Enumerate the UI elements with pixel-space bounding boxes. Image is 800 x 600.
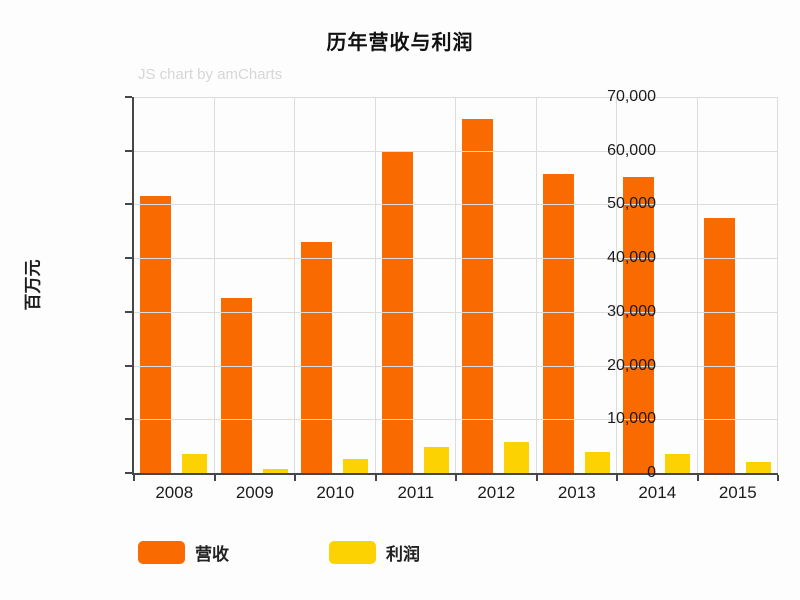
x-axis-tick [213,475,216,481]
y-tick-label: 0 [647,464,656,481]
legend-item-profit[interactable]: 利润 [329,540,420,565]
category-column-2009 [215,97,295,473]
profit-bar-2011[interactable] [423,447,449,473]
y-tick-label: 20,000 [607,356,656,374]
y-tick-label: 60,000 [607,141,656,159]
profit-bar-2014[interactable] [665,453,691,473]
x-axis-tick [455,475,457,481]
revenue-bar-2014[interactable] [623,177,655,473]
x-label-2013: 2013 [557,483,596,502]
category-column-2013 [537,97,617,473]
x-axis-tick [133,475,135,481]
revenue-bar-2010[interactable] [301,242,333,473]
y-tick-label: 10,000 [607,410,656,428]
revenue-bar-2013[interactable] [542,173,574,473]
revenue-bar-2015[interactable] [703,217,735,473]
gridline-horizontal [134,150,778,152]
y-axis-tick [125,149,132,152]
category-column-2010 [295,97,376,473]
gridline-horizontal [134,97,778,98]
y-axis-tick [125,203,132,206]
legend-label-revenue: 营收 [195,545,229,564]
y-axis-title: 百万元 [23,259,43,311]
y-tick-label: 30,000 [607,302,656,320]
revenue-swatch-icon [138,541,185,564]
category-column-2014 [617,97,698,473]
y-axis-tick [125,364,132,367]
chart-title: 历年营收与利润 [326,32,474,54]
profit-bar-2008[interactable] [182,454,208,473]
legend: 营收 利润 [138,540,420,565]
x-axis-tick [777,475,779,481]
category-column-2011 [376,97,456,473]
plot-area [125,96,778,475]
x-label-2011: 2011 [397,483,435,502]
x-label-2008: 2008 [155,483,194,502]
profit-bar-2010[interactable] [343,459,369,473]
profit-bar-2013[interactable] [584,451,610,473]
y-tick-label: 40,000 [607,249,656,267]
x-axis-labels: 2008 2009 2010 2011 2012 2013 2014 2015 [134,483,778,503]
x-axis-tick [535,475,538,481]
y-axis-tick [125,257,132,260]
legend-label-profit: 利润 [386,545,420,564]
gridline-horizontal [134,311,778,313]
revenue-bar-2008[interactable] [140,196,172,473]
x-axis-tick [616,475,618,481]
x-label-2012: 2012 [477,483,516,502]
legend-item-revenue[interactable]: 营收 [138,540,229,565]
y-tick-label: 70,000 [607,88,656,105]
x-axis-tick [696,475,699,481]
y-axis-tick [125,418,132,421]
y-axis-line [132,97,134,475]
amcharts-watermark[interactable]: JS chart by amCharts [138,66,283,83]
profit-swatch-icon [329,541,376,564]
x-label-2014: 2014 [638,483,677,502]
revenue-bar-2012[interactable] [462,118,494,473]
y-axis-tick [125,310,132,313]
x-axis-tick [374,475,377,481]
y-axis-tick [125,96,132,98]
profit-bar-2012[interactable] [504,441,530,473]
gridline-horizontal [134,365,778,367]
gridline-horizontal [134,258,778,260]
x-label-2009: 2009 [235,483,274,502]
category-column-2008 [134,97,215,473]
x-label-2015: 2015 [718,483,757,502]
profit-bar-2009[interactable] [262,468,288,473]
gridline-horizontal [134,204,778,206]
gridline-horizontal [134,419,778,421]
bar-columns [134,97,778,473]
x-axis-tick [294,475,296,481]
y-axis-tick [125,472,132,474]
category-column-2015 [698,97,778,473]
y-tick-label: 50,000 [607,195,656,213]
category-column-2012 [456,97,537,473]
x-axis-line [132,473,778,475]
x-label-2010: 2010 [316,483,355,502]
revenue-bar-2009[interactable] [220,298,252,473]
profit-bar-2015[interactable] [745,461,771,473]
